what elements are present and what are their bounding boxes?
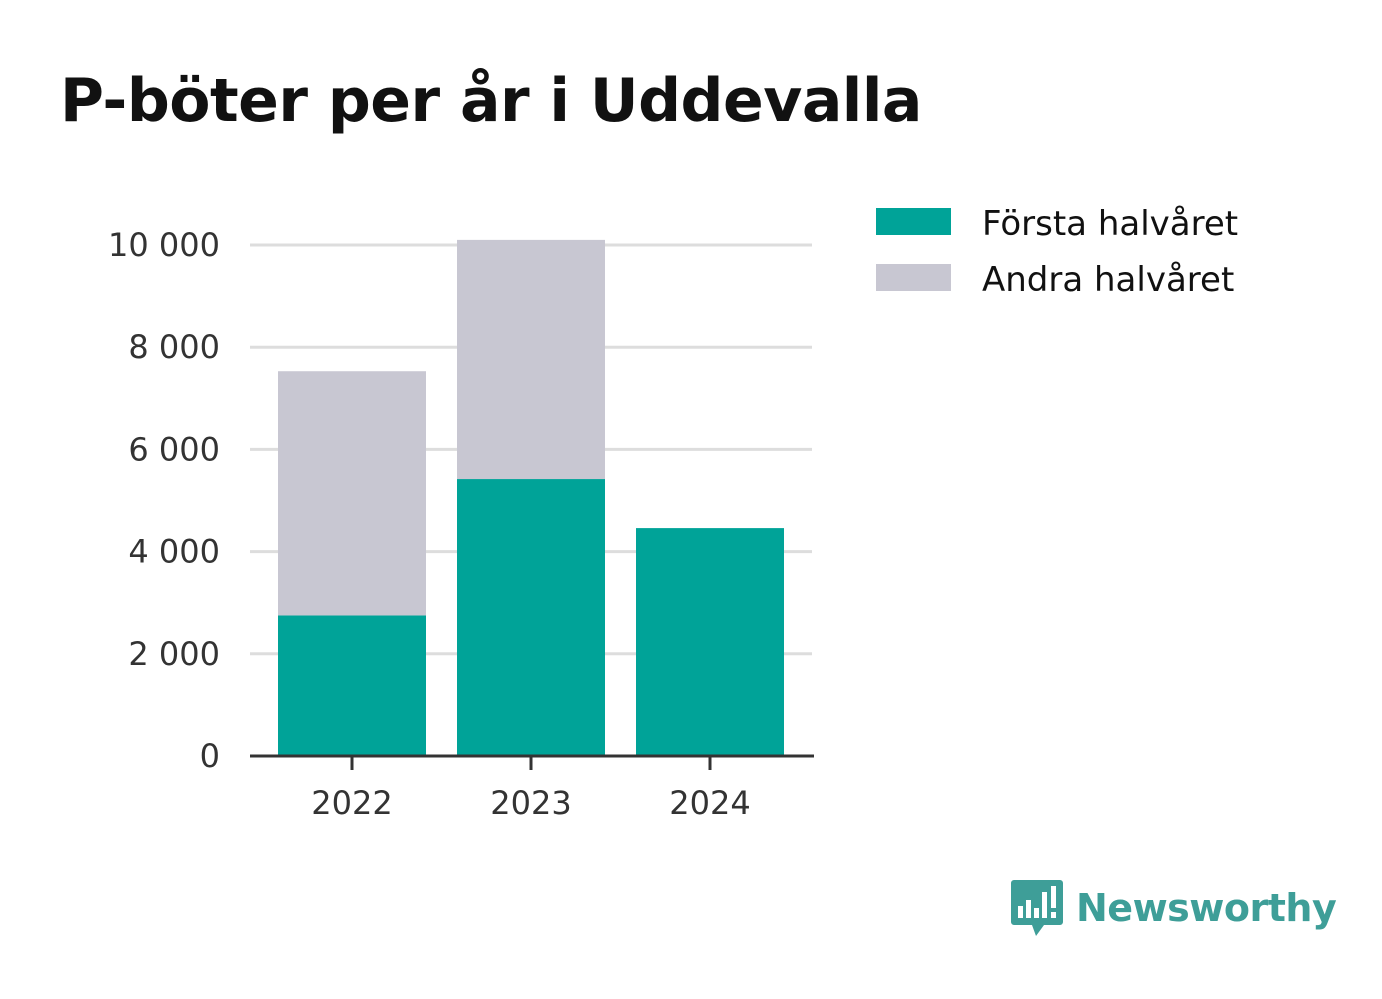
newsworthy-logo-icon (1011, 880, 1063, 936)
bar-2024-series-1 (636, 528, 784, 756)
axes: 0 2 000 4 000 6 000 8 000 10 000 2022 2023 2024 (108, 226, 814, 822)
bar-2023-series-1 (457, 479, 605, 756)
chart-title: P-böter per år i Uddevalla (60, 66, 922, 136)
bar-2022-series-1 (278, 615, 426, 756)
bar-2023-series-2 (457, 239, 605, 480)
legend-label: Första halvåret (982, 204, 1238, 244)
x-tick-label: 2024 (669, 784, 750, 822)
legend-swatch (876, 264, 951, 291)
y-tick-label: 0 (200, 737, 220, 775)
brand-name: Newsworthy (1076, 886, 1337, 930)
legend-swatch (876, 208, 951, 235)
legend: Första halvåret Andra halvåret (876, 204, 1238, 300)
x-tick-label: 2022 (311, 784, 392, 822)
y-tick-label: 6 000 (128, 430, 220, 468)
legend-label: Andra halvåret (982, 260, 1234, 300)
y-tick-label: 8 000 (128, 328, 220, 366)
bar-2022-series-2 (278, 371, 426, 616)
x-tick-label: 2023 (490, 784, 571, 822)
y-tick-label: 10 000 (108, 226, 220, 264)
bars (278, 239, 784, 756)
y-tick-label: 4 000 (128, 533, 220, 571)
y-tick-label: 2 000 (128, 635, 220, 673)
brand-logo: Newsworthy (1010, 878, 1337, 938)
